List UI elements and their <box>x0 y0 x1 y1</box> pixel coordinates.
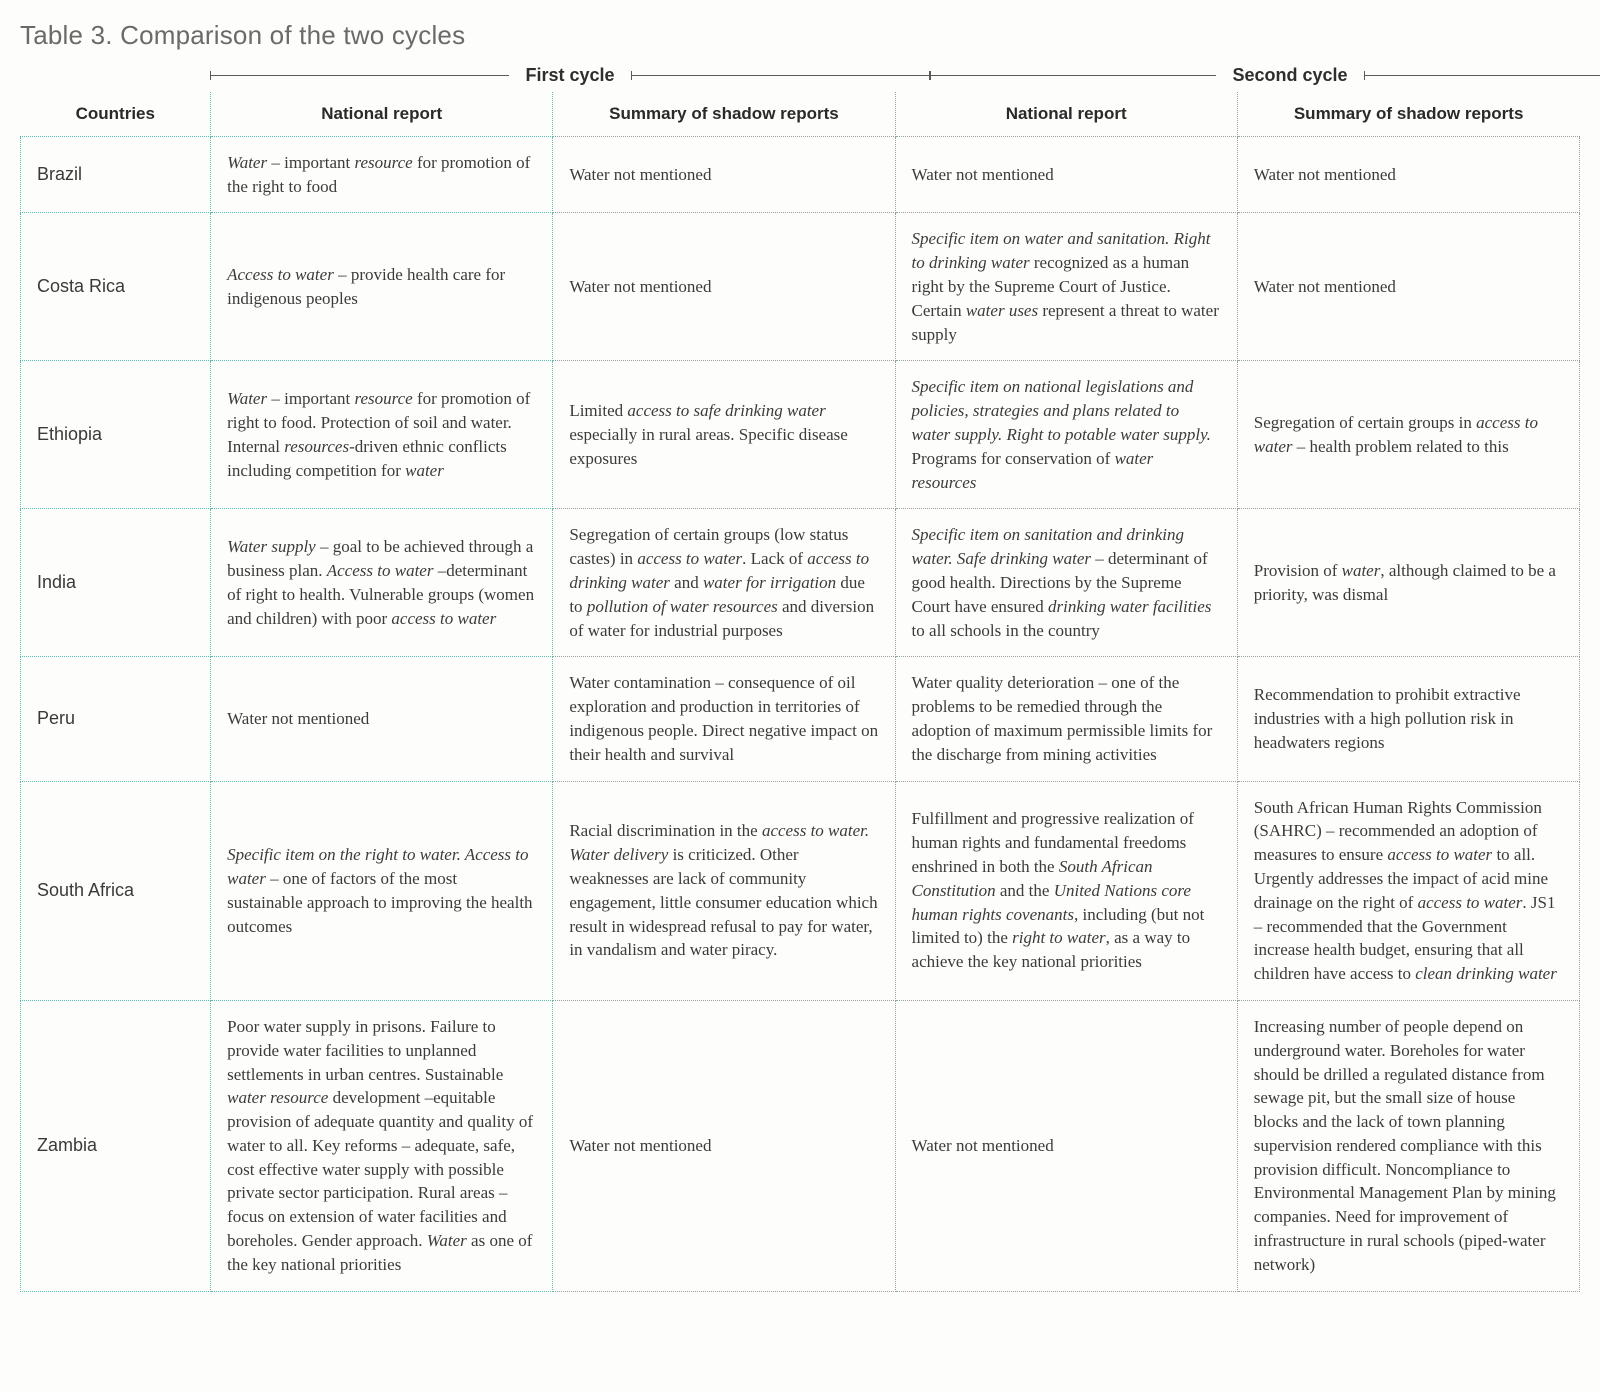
national-report-cell: Water – important resource for promotion… <box>211 361 553 509</box>
cycle-header-first: First cycle <box>210 65 930 86</box>
shadow-report-cell: Water not mentioned <box>1237 213 1579 361</box>
shadow-report-cell: Water not mentioned <box>553 213 895 361</box>
shadow-report-cell: South African Human Rights Commission (S… <box>1237 781 1579 1000</box>
national-report-cell: Water not mentioned <box>895 1000 1237 1291</box>
national-report-cell: Poor water supply in prisons. Failure to… <box>211 1000 553 1291</box>
national-report-cell: Specific item on national legislations a… <box>895 361 1237 509</box>
cycle-header-second: Second cycle <box>930 65 1600 86</box>
col-header-shadow-c2: Summary of shadow reports <box>1237 92 1579 136</box>
country-cell: Peru <box>21 657 211 781</box>
table-row: PeruWater not mentionedWater contaminati… <box>21 657 1580 781</box>
national-report-cell: Water supply – goal to be achieved throu… <box>211 509 553 657</box>
national-report-cell: Water not mentioned <box>211 657 553 781</box>
shadow-report-cell: Increasing number of people depend on un… <box>1237 1000 1579 1291</box>
country-cell: South Africa <box>21 781 211 1000</box>
table-row: BrazilWater – important resource for pro… <box>21 136 1580 213</box>
shadow-report-cell: Segregation of certain groups in access … <box>1237 361 1579 509</box>
national-report-cell: Access to water – provide health care fo… <box>211 213 553 361</box>
rule-line <box>210 75 509 76</box>
comparison-table: Countries National report Summary of sha… <box>20 92 1580 1292</box>
col-header-national-report-c2: National report <box>895 92 1237 136</box>
col-header-countries: Countries <box>21 92 211 136</box>
shadow-report-cell: Water contamination – consequence of oil… <box>553 657 895 781</box>
cycle-first-label: First cycle <box>519 65 620 86</box>
page: Table 3. Comparison of the two cycles Fi… <box>0 0 1600 1312</box>
table-row: Costa RicaAccess to water – provide heal… <box>21 213 1580 361</box>
col-header-national-report-c1: National report <box>211 92 553 136</box>
shadow-report-cell: Water not mentioned <box>553 1000 895 1291</box>
shadow-report-cell: Water not mentioned <box>553 136 895 213</box>
shadow-report-cell: Recommendation to prohibit extractive in… <box>1237 657 1579 781</box>
national-report-cell: Specific item on the right to water. Acc… <box>211 781 553 1000</box>
rule-line <box>1364 75 1600 76</box>
table-row: ZambiaPoor water supply in prisons. Fail… <box>21 1000 1580 1291</box>
country-cell: Ethiopia <box>21 361 211 509</box>
country-cell: Costa Rica <box>21 213 211 361</box>
cycle-group-header: First cycle Second cycle <box>20 65 1580 86</box>
shadow-report-cell: Limited access to safe drinking water es… <box>553 361 895 509</box>
table-head: Countries National report Summary of sha… <box>21 92 1580 136</box>
country-cell: Zambia <box>21 1000 211 1291</box>
national-report-cell: Water not mentioned <box>895 136 1237 213</box>
national-report-cell: Water quality deterioration – one of the… <box>895 657 1237 781</box>
table-row: EthiopiaWater – important resource for p… <box>21 361 1580 509</box>
table-row: South AfricaSpecific item on the right t… <box>21 781 1580 1000</box>
national-report-cell: Fulfillment and progressive realization … <box>895 781 1237 1000</box>
column-header-row: Countries National report Summary of sha… <box>21 92 1580 136</box>
col-header-shadow-c1: Summary of shadow reports <box>553 92 895 136</box>
rule-line <box>631 75 930 76</box>
shadow-report-cell: Water not mentioned <box>1237 136 1579 213</box>
country-cell: India <box>21 509 211 657</box>
rule-line <box>930 75 1216 76</box>
table-caption: Table 3. Comparison of the two cycles <box>20 20 1580 51</box>
shadow-report-cell: Provision of water, although claimed to … <box>1237 509 1579 657</box>
country-cell: Brazil <box>21 136 211 213</box>
shadow-report-cell: Segregation of certain groups (low statu… <box>553 509 895 657</box>
national-report-cell: Specific item on sanitation and drinking… <box>895 509 1237 657</box>
shadow-report-cell: Racial discrimination in the access to w… <box>553 781 895 1000</box>
table-body: BrazilWater – important resource for pro… <box>21 136 1580 1291</box>
national-report-cell: Water – important resource for promotion… <box>211 136 553 213</box>
table-row: IndiaWater supply – goal to be achieved … <box>21 509 1580 657</box>
national-report-cell: Specific item on water and sanitation. R… <box>895 213 1237 361</box>
cycle-header-spacer <box>20 65 210 86</box>
cycle-second-label: Second cycle <box>1226 65 1353 86</box>
